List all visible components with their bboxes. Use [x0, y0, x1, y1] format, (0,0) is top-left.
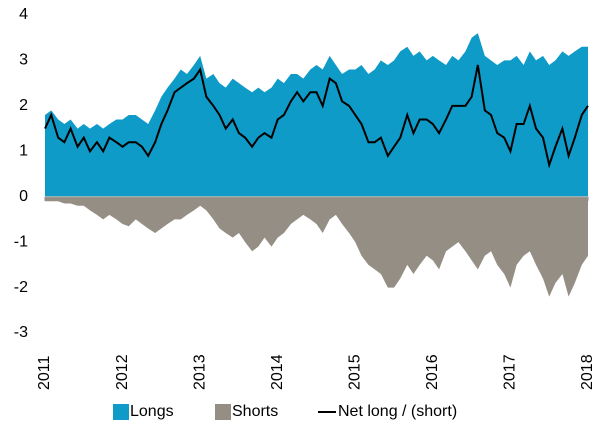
y-tick-label: -2 [14, 279, 28, 296]
y-tick-label: 4 [19, 6, 28, 23]
x-tick-label: 2016 [424, 354, 441, 390]
y-tick-label: -1 [14, 233, 28, 250]
legend-label: Longs [130, 403, 174, 420]
line [44, 64, 589, 169]
y-tick-label: -3 [14, 324, 28, 341]
y-tick-label: 2 [19, 97, 28, 114]
legend-swatch [113, 404, 129, 420]
x-tick-label: 2011 [36, 355, 53, 390]
x-tick-label: 2014 [269, 354, 286, 390]
area [45, 33, 588, 197]
area [45, 196, 588, 297]
x-tick-label: 2017 [502, 354, 519, 390]
legend-label: Net long / (short) [338, 403, 457, 420]
y-tick-label: 3 [19, 52, 28, 69]
x-tick-label: 2013 [191, 354, 208, 390]
x-tick-label: 2018 [579, 354, 596, 390]
y-tick-label: 0 [19, 188, 28, 205]
x-tick-label: 2015 [347, 354, 364, 390]
y-tick-label: 1 [19, 143, 28, 160]
legend-label: Shorts [232, 403, 278, 420]
legend-swatch [215, 404, 231, 420]
x-tick-label: 2012 [114, 354, 131, 390]
